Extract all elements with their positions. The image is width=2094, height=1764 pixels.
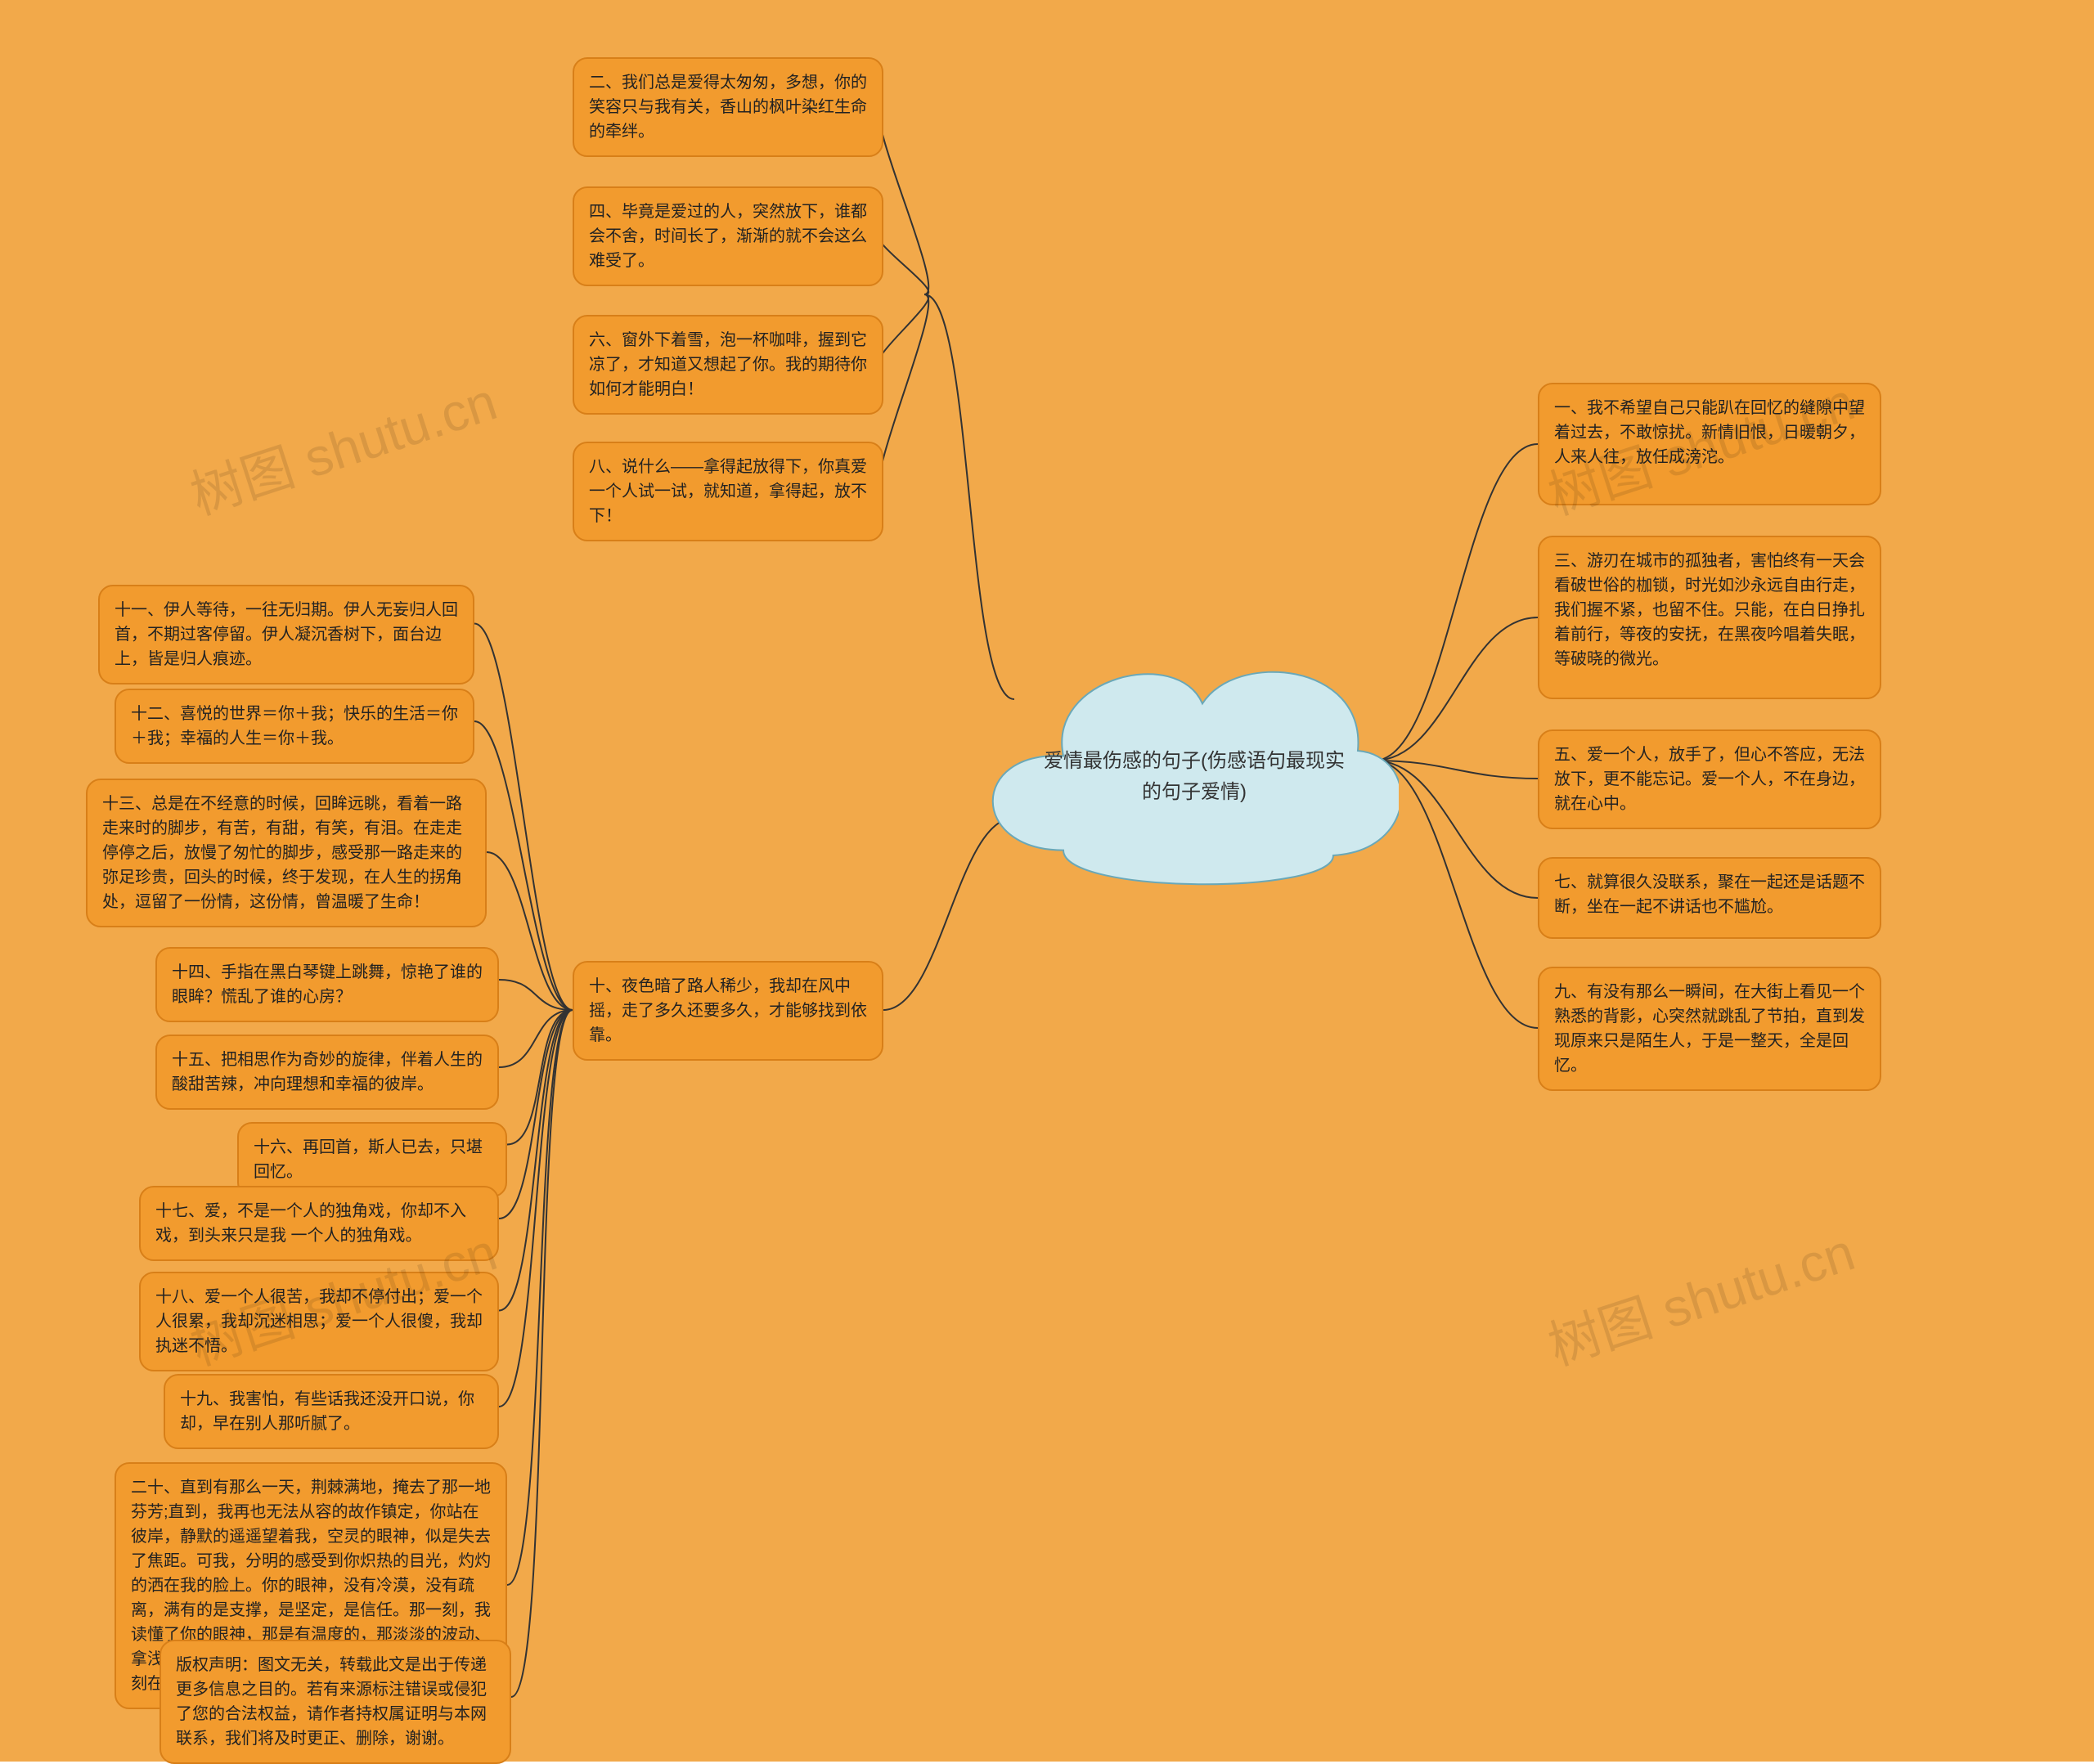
mindmap-canvas: 爱情最伤感的句子(伤感语句最现实的句子爱情) 一、我不希望自己只能趴在回忆的缝隙… (0, 0, 2094, 1762)
mindmap-node-s21: 版权声明：图文无关，转载此文是出于传递更多信息之目的。若有来源标注错误或侵犯了您… (160, 1640, 511, 1764)
mindmap-node-s19: 十九、我害怕，有些话我还没开口说，你却，早在别人那听腻了。 (164, 1374, 499, 1449)
watermark: 树图 shutu.cn (1538, 1210, 1863, 1380)
mindmap-node-s17: 十七、爱，不是一个人的独角戏，你却不入戏，到头来只是我 一个人的独角戏。 (139, 1186, 499, 1261)
center-topic: 爱情最伤感的句子(伤感语句最现实的句子爱情) (990, 646, 1399, 908)
mindmap-node-r7: 七、就算很久没联系，聚在一起还是话题不断，坐在一起不讲话也不尴尬。 (1538, 857, 1881, 939)
mindmap-node-r3: 三、游刃在城市的孤独者，害怕终有一天会看破世俗的枷锁，时光如沙永远自由行走，我们… (1538, 536, 1881, 699)
mindmap-node-r9: 九、有没有那么一瞬间，在大街上看见一个熟悉的背影，心突然就跳乱了节拍，直到发现原… (1538, 967, 1881, 1091)
mindmap-node-l4: 四、毕竟是爱过的人，突然放下，谁都会不舍，时间长了，渐渐的就不会这么难受了。 (573, 186, 883, 286)
mindmap-node-s14: 十四、手指在黑白琴键上跳舞，惊艳了谁的眼眸？慌乱了谁的心房？ (155, 947, 499, 1022)
mindmap-node-r1: 一、我不希望自己只能趴在回忆的缝隙中望着过去，不敢惊扰。新情旧恨，日暖朝夕，人来… (1538, 383, 1881, 505)
mindmap-node-s13: 十三、总是在不经意的时候，回眸远眺，看着一路走来时的脚步，有苦，有甜，有笑，有泪… (86, 779, 487, 927)
mindmap-node-s18: 十八、爱一个人很苦，我却不停付出；爱一个人很累，我却沉迷相思；爱一个人很傻，我却… (139, 1272, 499, 1371)
mindmap-node-l2: 二、我们总是爱得太匆匆，多想，你的笑容只与我有关，香山的枫叶染红生命的牵绊。 (573, 57, 883, 157)
center-cloud-wrap: 爱情最伤感的句子(伤感语句最现实的句子爱情) (990, 646, 1399, 908)
mindmap-node-s12: 十二、喜悦的世界＝你＋我；快乐的生活＝你＋我；幸福的人生＝你＋我。 (115, 689, 474, 764)
watermark: 树图 shutu.cn (180, 360, 505, 529)
mindmap-node-s11: 十一、伊人等待，一往无归期。伊人无妄归人回首，不期过客停留。伊人凝沉香树下，面台… (98, 585, 474, 685)
mindmap-node-s15: 十五、把相思作为奇妙的旋律，伴着人生的酸甜苦辣，冲向理想和幸福的彼岸。 (155, 1035, 499, 1110)
mindmap-node-l10: 十、夜色暗了路人稀少，我却在风中摇，走了多久还要多久，才能够找到依靠。 (573, 961, 883, 1061)
mindmap-node-l6: 六、窗外下着雪，泡一杯咖啡，握到它凉了，才知道又想起了你。我的期待你如何才能明白… (573, 315, 883, 415)
mindmap-node-r5: 五、爱一个人，放手了，但心不答应，无法放下，更不能忘记。爱一个人，不在身边，就在… (1538, 729, 1881, 829)
mindmap-node-l8: 八、说什么——拿得起放得下，你真爱一个人试一试，就知道，拿得起，放不下！ (573, 442, 883, 541)
